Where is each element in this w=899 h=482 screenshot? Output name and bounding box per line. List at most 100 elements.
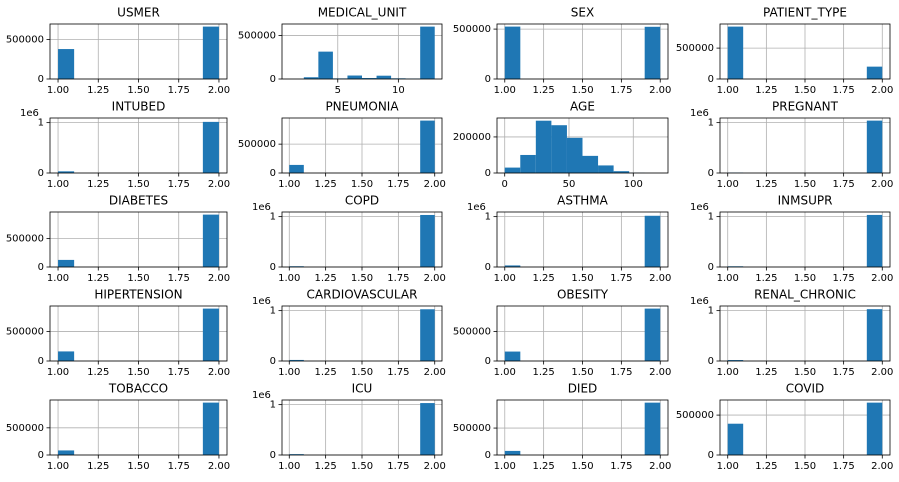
- y-tick-label: 0: [485, 74, 491, 85]
- bar: [598, 165, 614, 173]
- bar: [420, 309, 435, 361]
- subplot-title: COVID: [786, 382, 825, 396]
- subplot: 1.00 1.25 1.50 1.75 2.00 0 500000 SEX: [453, 6, 672, 97]
- offset-label: 1e6: [690, 296, 709, 307]
- x-tick-label: 2.00: [649, 461, 671, 472]
- x-tick-label: 1.00: [494, 273, 516, 284]
- x-tick-label: 1.75: [610, 461, 632, 472]
- subplot-title: SEX: [571, 6, 594, 20]
- subplot-title: HIPERTENSION: [94, 288, 182, 302]
- x-tick-label: 1.50: [127, 273, 149, 284]
- y-tick-label: 1: [270, 400, 276, 411]
- x-tick-label: 2.00: [208, 367, 230, 378]
- x-tick-label: 1.00: [278, 461, 300, 472]
- subplot-title: COPD: [345, 194, 379, 208]
- x-tick-label: 1.50: [794, 367, 816, 378]
- x-tick-label: 1.50: [571, 273, 593, 284]
- subplot-title: MEDICAL_UNIT: [318, 6, 407, 20]
- bar: [289, 454, 304, 455]
- y-tick-label: 1: [38, 118, 44, 129]
- x-tick-label: 1.25: [87, 179, 109, 190]
- x-tick-label: 1.00: [717, 179, 739, 190]
- bar: [289, 359, 304, 361]
- subplot-title: ASTHMA: [557, 194, 609, 208]
- x-tick-label: 2.00: [208, 273, 230, 284]
- bar: [202, 121, 219, 173]
- x-tick-label: 1.25: [755, 273, 777, 284]
- bar: [202, 26, 219, 79]
- y-tick-label: 500000: [6, 423, 44, 434]
- x-tick-label: 1.00: [717, 273, 739, 284]
- subplot: 1.00 1.25 1.50 1.75 2.00 0 1 PREGNANT 1e6: [690, 100, 893, 191]
- x-tick-label: 1.25: [533, 461, 555, 472]
- x-tick-label: 1.50: [351, 461, 373, 472]
- x-tick-label: 2.00: [424, 461, 446, 472]
- subplot-title: RENAL_CHRONIC: [754, 288, 856, 302]
- bar: [504, 167, 521, 173]
- y-tick-label: 1: [708, 118, 714, 129]
- x-tick-label: 2.00: [649, 85, 671, 96]
- bar: [58, 259, 75, 267]
- y-tick-label: 500000: [238, 31, 276, 42]
- y-tick-label: 0: [270, 262, 276, 273]
- y-tick-label: 0: [38, 74, 44, 85]
- y-tick-label: 1: [485, 212, 491, 223]
- bar: [504, 450, 521, 455]
- x-tick-label: 2.00: [871, 85, 893, 96]
- x-tick-label: 2.00: [649, 273, 671, 284]
- bar: [202, 214, 219, 267]
- subplot: 1.00 1.25 1.50 1.75 2.00 0 500000 PATIENT_TYPE: [676, 6, 894, 97]
- subplot-title: CARDIOVASCULAR: [307, 288, 418, 302]
- x-tick-label: 2.00: [208, 85, 230, 96]
- x-tick-label: 1.25: [87, 85, 109, 96]
- x-tick-label: 1.75: [833, 85, 855, 96]
- subplot: 1.00 1.25 1.50 1.75 2.00 0 500000 COVID: [676, 382, 894, 473]
- x-tick-label: 1.75: [833, 461, 855, 472]
- offset-label: 1e6: [252, 390, 271, 401]
- x-tick-label: 1.25: [315, 367, 337, 378]
- y-tick-label: 500000: [676, 410, 714, 421]
- x-tick-label: 50: [563, 179, 576, 190]
- x-tick-label: 1.75: [387, 461, 409, 472]
- x-tick-label: 1.50: [794, 273, 816, 284]
- y-tick-label: 0: [485, 356, 491, 367]
- subplot: 1.00 1.25 1.50 1.75 2.00 0 500000 DIED: [453, 382, 672, 473]
- x-tick-label: 1.00: [717, 85, 739, 96]
- offset-label: 1e6: [690, 108, 709, 119]
- subplot-title: INTUBED: [112, 100, 166, 114]
- subplot: 1.00 1.25 1.50 1.75 2.00 0 500000 OBESITY: [453, 288, 672, 379]
- subplot: 1.00 1.25 1.50 1.75 2.00 0 1 CARDIOVASCULAR 1e6: [252, 288, 446, 379]
- y-tick-label: 500000: [6, 326, 44, 337]
- x-tick-label: 1.75: [610, 367, 632, 378]
- offset-label: 1e6: [20, 108, 39, 119]
- axes-frame: [496, 117, 669, 174]
- x-tick-label: 2.00: [871, 179, 893, 190]
- bar: [376, 75, 392, 79]
- subplot: 1.00 1.25 1.50 1.75 2.00 0 1 RENAL_CHRONIC 1e6: [690, 288, 893, 379]
- bar: [202, 308, 219, 361]
- x-tick-label: 1.50: [127, 179, 149, 190]
- x-tick-label: 1.25: [533, 85, 555, 96]
- x-tick-label: 1.25: [315, 179, 337, 190]
- x-tick-label: 1.00: [494, 85, 516, 96]
- y-tick-label: 0: [270, 450, 276, 461]
- x-tick-label: 2.00: [871, 367, 893, 378]
- subplot-title: INMSUPR: [778, 194, 833, 208]
- bar: [866, 402, 883, 455]
- x-tick-label: 1.00: [47, 179, 69, 190]
- y-tick-label: 0: [270, 356, 276, 367]
- x-tick-label: 1.00: [717, 461, 739, 472]
- x-tick-label: 1.75: [168, 85, 190, 96]
- bar: [289, 164, 304, 173]
- x-tick-label: 1.50: [127, 85, 149, 96]
- bar: [727, 360, 744, 361]
- x-tick-label: 100: [624, 179, 643, 190]
- offset-label: 1e6: [690, 202, 709, 213]
- subplot-title: DIED: [568, 382, 598, 396]
- bar: [644, 308, 661, 361]
- y-tick-label: 1: [270, 212, 276, 223]
- x-tick-label: 1.25: [755, 367, 777, 378]
- y-tick-label: 500000: [453, 326, 491, 337]
- bar: [520, 154, 536, 173]
- subplot: 5 10 0 500000 MEDICAL_UNIT: [238, 6, 443, 96]
